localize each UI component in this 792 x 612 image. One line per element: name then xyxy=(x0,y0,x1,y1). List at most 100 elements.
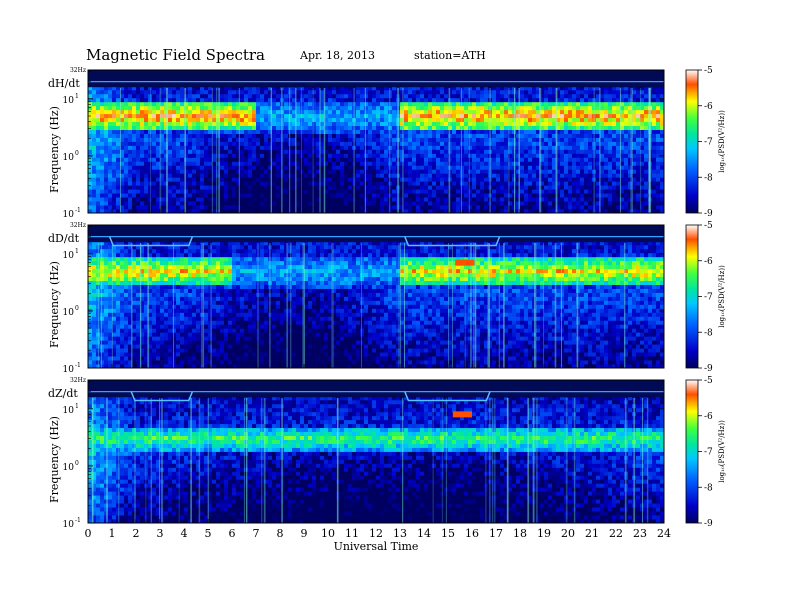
heatmap-cell xyxy=(148,149,152,153)
heatmap-cell xyxy=(372,142,376,146)
heatmap-cell xyxy=(532,145,536,149)
heatmap-cell xyxy=(528,122,532,126)
heatmap-cell xyxy=(152,153,156,157)
heatmap-cell xyxy=(180,193,184,197)
heatmap-cell xyxy=(412,173,416,177)
heatmap-cell xyxy=(360,153,364,157)
heatmap-cell xyxy=(528,185,532,189)
heatmap-cell xyxy=(416,201,420,205)
heatmap-cell xyxy=(520,165,524,169)
heatmap-cell xyxy=(584,130,588,134)
heatmap-cell xyxy=(500,205,504,209)
heatmap-cell xyxy=(252,122,256,126)
heatmap-cell xyxy=(412,149,416,153)
heatmap-cell xyxy=(368,173,372,177)
heatmap-cell xyxy=(180,118,184,122)
heatmap-cell xyxy=(420,102,424,106)
heatmap-cell xyxy=(96,142,100,146)
heatmap-cell xyxy=(152,201,156,205)
heatmap-cell xyxy=(132,134,136,138)
heatmap-cell xyxy=(276,153,280,157)
heatmap-cell xyxy=(520,193,524,197)
heatmap-cell xyxy=(188,130,192,134)
heatmap-cell xyxy=(244,114,248,118)
heatmap-cell xyxy=(288,98,292,102)
heatmap-cell xyxy=(348,173,352,177)
heatmap-cell xyxy=(288,201,292,205)
heatmap-cell xyxy=(196,122,200,126)
heatmap-cell xyxy=(580,157,584,161)
heatmap-cell xyxy=(428,102,432,106)
heatmap-cell xyxy=(240,197,244,201)
heatmap-cell xyxy=(528,98,532,102)
heatmap-cell xyxy=(624,106,628,110)
heatmap-cell xyxy=(116,205,120,209)
heatmap-cell xyxy=(248,90,252,94)
heatmap-cell xyxy=(412,106,416,110)
heatmap-cell xyxy=(424,114,428,118)
heatmap-cell xyxy=(96,169,100,173)
heatmap-cell xyxy=(548,205,552,209)
heatmap-cell xyxy=(252,181,256,185)
heatmap-cell xyxy=(500,177,504,181)
heatmap-cell xyxy=(304,181,308,185)
heatmap-cell xyxy=(304,106,308,110)
heatmap-cell xyxy=(576,157,580,161)
heatmap-cell xyxy=(452,122,456,126)
heatmap-cell xyxy=(340,149,344,153)
heatmap-cell xyxy=(356,181,360,185)
heatmap-cell xyxy=(364,169,368,173)
heatmap-cell xyxy=(132,189,136,193)
heatmap-cell xyxy=(616,149,620,153)
heatmap-cell xyxy=(136,94,140,98)
heatmap-cell xyxy=(104,110,108,114)
heatmap-cell xyxy=(196,145,200,149)
heatmap-cell xyxy=(636,201,640,205)
heatmap-cell xyxy=(600,197,604,201)
heatmap-cell xyxy=(444,134,448,138)
heatmap-cell xyxy=(260,173,264,177)
heatmap-cell xyxy=(472,205,476,209)
heatmap-cell xyxy=(532,118,536,122)
heatmap-cell xyxy=(416,138,420,142)
heatmap-cell xyxy=(472,169,476,173)
heatmap-cell xyxy=(484,138,488,142)
heatmap-cell xyxy=(420,122,424,126)
heatmap-cell xyxy=(228,110,232,114)
heatmap-cell xyxy=(384,197,388,201)
heatmap-cell xyxy=(104,149,108,153)
heatmap-cell xyxy=(616,185,620,189)
heatmap-cell xyxy=(564,118,568,122)
heatmap-cell xyxy=(588,185,592,189)
heatmap-cell xyxy=(440,161,444,165)
heatmap-cell xyxy=(500,114,504,118)
heatmap-cell xyxy=(300,177,304,181)
heatmap-cell xyxy=(624,138,628,142)
heatmap-cell xyxy=(388,142,392,146)
heatmap-cell xyxy=(116,94,120,98)
heatmap-cell xyxy=(264,161,268,165)
heatmap-cell xyxy=(412,197,416,201)
heatmap-cell xyxy=(344,201,348,205)
heatmap-cell xyxy=(524,157,528,161)
heatmap-cell xyxy=(504,106,508,110)
heatmap-cell xyxy=(436,90,440,94)
heatmap-cell xyxy=(560,130,564,134)
heatmap-cell xyxy=(248,106,252,110)
heatmap-cell xyxy=(136,165,140,169)
heatmap-cell xyxy=(456,118,460,122)
heatmap-cell xyxy=(372,149,376,153)
heatmap-cell xyxy=(420,142,424,146)
heatmap-cell xyxy=(92,149,96,153)
heatmap-cell xyxy=(376,205,380,209)
heatmap-cell xyxy=(360,157,364,161)
heatmap-cell xyxy=(112,197,116,201)
heatmap-cell xyxy=(264,126,268,130)
heatmap-cell xyxy=(168,205,172,209)
heatmap-cell xyxy=(532,193,536,197)
heatmap-cell xyxy=(136,197,140,201)
heatmap-cell xyxy=(532,90,536,94)
heatmap-cell xyxy=(224,98,228,102)
heatmap-cell xyxy=(416,165,420,169)
heatmap-cell xyxy=(232,173,236,177)
